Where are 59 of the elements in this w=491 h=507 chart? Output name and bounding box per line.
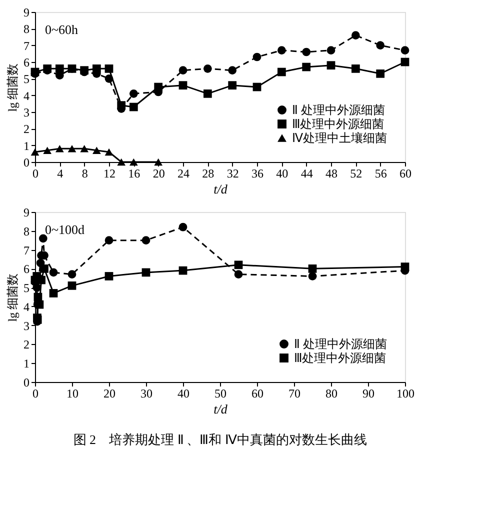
x-tick-label: 30 bbox=[140, 386, 152, 400]
y-tick-label: 7 bbox=[24, 38, 30, 53]
annotation: 0~60h bbox=[45, 22, 79, 37]
x-tick-label: 10 bbox=[66, 386, 78, 400]
legend-label: Ⅲ处理中外源细菌 bbox=[294, 351, 386, 365]
y-tick-label: 9 bbox=[24, 6, 30, 20]
x-tick-label: 40 bbox=[276, 166, 288, 180]
y-tick-label: 9 bbox=[24, 206, 30, 220]
legend-label: Ⅱ 处理中外源细菌 bbox=[292, 103, 385, 117]
caption: 图 2 培养期处理 Ⅱ 、Ⅲ和 Ⅳ中真菌的对数生长曲线 bbox=[73, 432, 367, 447]
x-tick-label: 28 bbox=[202, 166, 214, 180]
x-tick-label: 80 bbox=[326, 386, 338, 400]
y-axis-title: lg 细菌数 bbox=[6, 63, 20, 112]
x-tick-label: 70 bbox=[288, 386, 300, 400]
x-tick-label: 0 bbox=[32, 166, 38, 180]
y-tick-label: 2 bbox=[24, 338, 30, 352]
y-tick-label: 3 bbox=[24, 318, 30, 333]
x-tick-label: 0 bbox=[32, 386, 38, 400]
y-tick-label: 4 bbox=[24, 88, 30, 103]
x-tick-label: 16 bbox=[128, 166, 140, 180]
y-tick-label: 6 bbox=[24, 56, 30, 70]
y-tick-label: 5 bbox=[24, 281, 30, 296]
y-tick-label: 2 bbox=[24, 122, 30, 136]
x-axis-title: t/d bbox=[214, 402, 228, 416]
x-tick-label: 20 bbox=[152, 166, 165, 180]
x-tick-label: 40 bbox=[178, 386, 190, 400]
y-tick-label: 4 bbox=[24, 300, 30, 314]
x-tick-label: 24 bbox=[178, 166, 190, 180]
y-tick-label: 8 bbox=[24, 22, 30, 36]
x-tick-label: 48 bbox=[326, 166, 338, 180]
y-axis-title: lg 细菌数 bbox=[6, 273, 20, 322]
y-tick-label: 7 bbox=[24, 243, 30, 258]
x-tick-label: 8 bbox=[82, 166, 88, 180]
x-tick-label: 12 bbox=[104, 166, 116, 180]
y-tick-label: 1 bbox=[24, 138, 30, 153]
x-tick-label: 32 bbox=[226, 166, 239, 180]
x-tick-label: 52 bbox=[350, 166, 362, 180]
y-tick-label: 0 bbox=[24, 156, 30, 170]
y-tick-label: 0 bbox=[24, 376, 30, 390]
x-tick-label: 60 bbox=[400, 166, 412, 180]
legend-label: Ⅱ 处理中外源细菌 bbox=[294, 337, 387, 351]
x-tick-label: 36 bbox=[252, 166, 264, 180]
x-tick-label: 60 bbox=[252, 386, 264, 400]
y-tick-label: 5 bbox=[24, 72, 30, 86]
x-tick-label: 100 bbox=[396, 386, 414, 400]
y-tick-label: 6 bbox=[24, 262, 30, 276]
x-tick-label: 44 bbox=[300, 166, 313, 180]
x-tick-label: 4 bbox=[57, 166, 64, 180]
x-tick-label: 50 bbox=[214, 386, 226, 400]
y-tick-label: 3 bbox=[24, 106, 30, 120]
x-tick-label: 90 bbox=[362, 386, 374, 400]
x-tick-label: 56 bbox=[374, 166, 387, 180]
y-tick-label: 1 bbox=[24, 356, 30, 371]
legend-label: Ⅲ处理中外源细菌 bbox=[292, 117, 384, 131]
x-tick-label: 20 bbox=[104, 386, 116, 400]
y-tick-label: 8 bbox=[24, 224, 30, 238]
annotation: 0~100d bbox=[45, 222, 86, 237]
x-axis-title: t/d bbox=[214, 182, 228, 196]
legend-label: Ⅳ处理中土壤细菌 bbox=[292, 131, 387, 145]
